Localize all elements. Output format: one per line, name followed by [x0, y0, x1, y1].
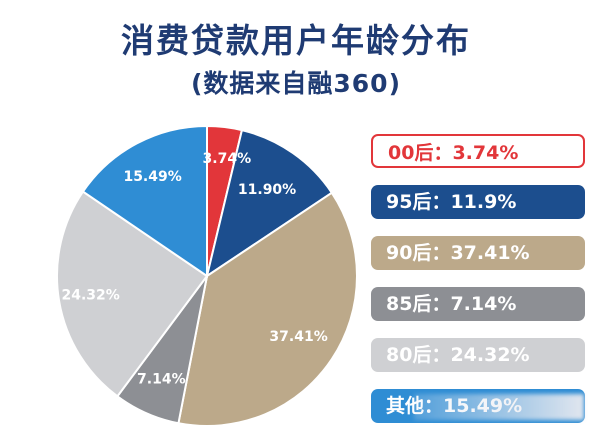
- slice-label-4: 7.14%: [137, 371, 186, 387]
- legend-item-80: 80后：24.32%: [371, 338, 585, 372]
- slice-label-2: 11.90%: [238, 182, 296, 198]
- slice-label-3: 37.41%: [269, 329, 327, 345]
- watermark-blur: [414, 394, 584, 420]
- pie-slice-2: [205, 128, 334, 279]
- chart-subtitle: (数据来自融360): [190, 69, 402, 98]
- legend-item-90: 90后：37.41%: [371, 236, 585, 270]
- slice-label-6: 15.49%: [123, 169, 181, 185]
- slice-label-1: 3.74%: [203, 151, 252, 167]
- slice-label-5: 24.32%: [61, 288, 119, 304]
- pie-slice-5: [56, 190, 209, 398]
- chart-title: 消费贷款用户年龄分布: [121, 21, 471, 60]
- legend-item-85: 85后：7.14%: [371, 287, 585, 321]
- legend-item-95: 95后：11.9%: [371, 185, 585, 219]
- pie-slice-3: [177, 191, 358, 427]
- pie-slice-6: [81, 124, 208, 278]
- legend-item-00: 00后：3.74%: [371, 134, 585, 168]
